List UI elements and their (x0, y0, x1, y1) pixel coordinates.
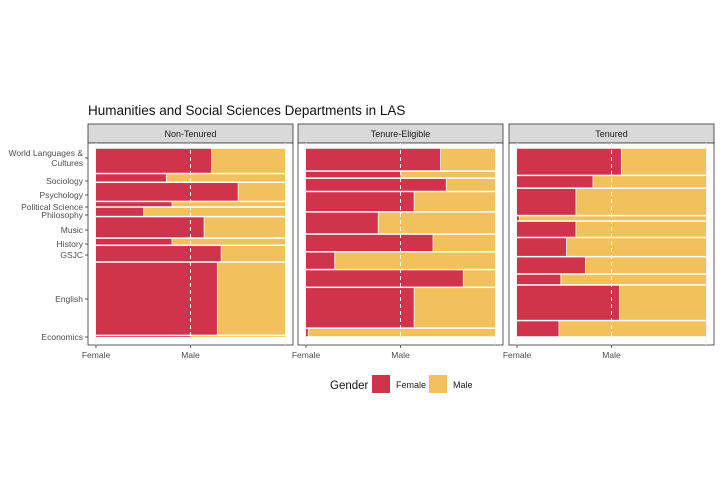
bar-female (96, 262, 217, 335)
facet-label: Tenured (595, 129, 628, 139)
panel-tenure-eligible: Tenure-Eligible Female Male (292, 123, 504, 360)
bar-male (621, 148, 706, 175)
bar-male (519, 216, 706, 221)
bar-male (561, 274, 706, 285)
bar-male (212, 148, 285, 173)
bar-male (440, 148, 495, 171)
y-tick-label: English (55, 294, 83, 304)
y-tick-label: Political Science (21, 202, 83, 212)
bar-male (593, 176, 706, 188)
legend-label-female: Female (396, 380, 426, 390)
x-tick-label: Female (292, 350, 321, 360)
legend-swatch-male (429, 375, 447, 393)
bar-female (96, 174, 166, 182)
bar-male (585, 257, 706, 274)
y-tick-label: Music (61, 225, 84, 235)
bar-male (619, 285, 706, 320)
bar-male (463, 270, 495, 287)
bar-female (517, 221, 576, 237)
bar-male (172, 202, 285, 207)
bar-female (306, 178, 446, 191)
bar-male (308, 328, 495, 337)
bar-female (306, 234, 433, 252)
bar-female (517, 188, 576, 215)
legend: Gender Female Male (330, 375, 473, 393)
bar-female (306, 192, 414, 212)
bar-female (96, 183, 238, 201)
bar-male (335, 252, 495, 269)
legend-title: Gender (330, 380, 369, 392)
bar-male (378, 212, 495, 234)
panel-non-tenured: Non-Tenured Female Male (82, 123, 294, 360)
bar-male (166, 174, 285, 182)
bar-female (517, 321, 559, 337)
bar-male (433, 234, 495, 252)
y-tick-label: GSJC (60, 250, 83, 260)
bar-male (576, 188, 706, 215)
bar-male (172, 238, 285, 245)
bar-female (306, 212, 378, 234)
y-tick-label: Economics (41, 332, 83, 342)
y-tick-label: Sociology (46, 176, 84, 186)
bar-male (414, 288, 495, 328)
y-tick-label: History (57, 239, 84, 249)
bar-male (414, 192, 495, 212)
bar-female (306, 270, 463, 287)
x-tick-label: Female (503, 350, 532, 360)
bar-female (517, 257, 586, 274)
bar-male (238, 183, 285, 201)
bar-female (306, 328, 308, 337)
bar-male (144, 207, 285, 216)
x-tick-label: Male (391, 350, 410, 360)
bar-female (517, 176, 593, 188)
legend-swatch-female (372, 375, 390, 393)
bar-female (96, 202, 172, 207)
bar-female (306, 148, 441, 171)
bar-female (96, 336, 191, 337)
y-tick-label: Philosophy (41, 210, 83, 220)
bar-male (566, 238, 706, 256)
bar-female (517, 285, 620, 320)
y-tick-label: Psychology (40, 190, 84, 200)
panel-tenured: Tenured Female Male (503, 123, 715, 360)
bar-male (401, 171, 495, 178)
facet-label: Tenure-Eligible (371, 129, 431, 139)
bar-female (96, 238, 172, 245)
bar-female (306, 171, 401, 178)
bar-female (96, 217, 204, 238)
x-tick-label: Female (82, 350, 111, 360)
bar-female (96, 207, 144, 216)
bar-female (306, 252, 335, 269)
bar-male (191, 336, 285, 337)
x-tick-label: Male (602, 350, 621, 360)
bar-female (517, 148, 621, 175)
bar-female (96, 246, 221, 262)
bar-male (204, 217, 285, 238)
x-tick-label: Male (181, 350, 200, 360)
bar-female (306, 288, 414, 328)
legend-label-male: Male (453, 380, 473, 390)
bar-male (576, 221, 706, 237)
bar-male (559, 321, 706, 337)
y-tick-label: World Languages & Cultures (8, 148, 83, 168)
chart-title: Humanities and Social Sciences Departmen… (88, 103, 405, 118)
bar-female (517, 274, 561, 285)
bar-male (217, 262, 285, 335)
bar-female (517, 216, 519, 221)
bar-female (517, 238, 567, 256)
bar-male (446, 178, 495, 191)
bar-male (221, 246, 285, 262)
bar-female (96, 148, 212, 173)
facet-label: Non-Tenured (164, 129, 216, 139)
